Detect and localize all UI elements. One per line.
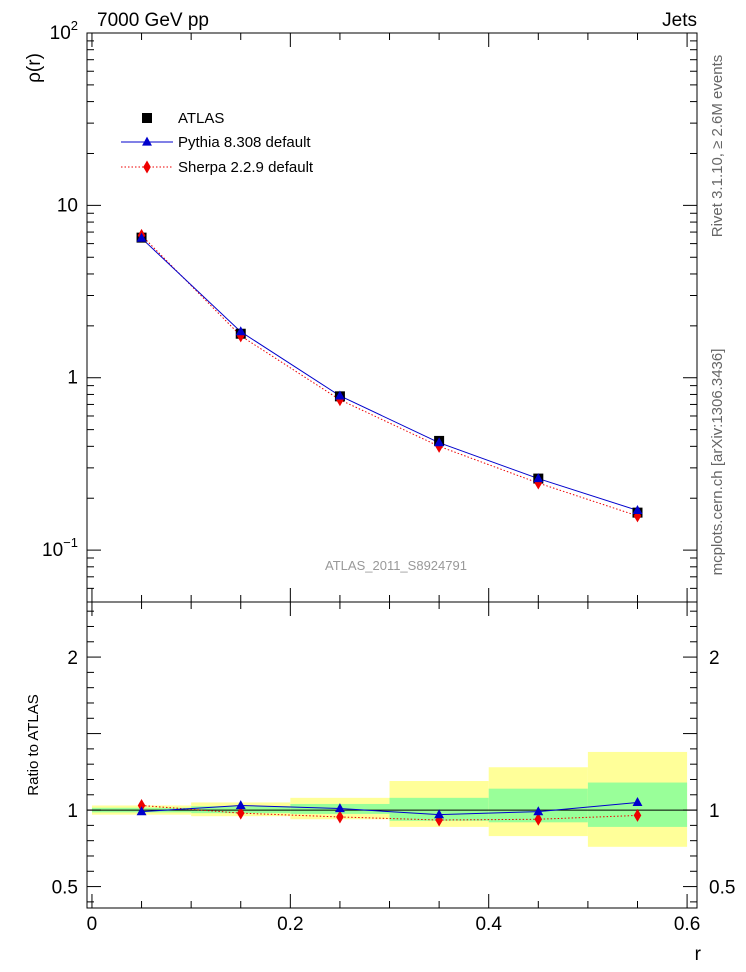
pythia-ratio-point xyxy=(632,797,643,807)
legend-label: Pythia 8.308 default xyxy=(178,134,311,151)
main-y-axis-label: ρ(r) xyxy=(24,53,45,83)
ratio-y-tick-label-left: 0.5 xyxy=(52,878,78,899)
pythia-ratio-point xyxy=(235,800,246,810)
pythia-point xyxy=(235,326,246,336)
main-panel: 10−1 1 10 102 xyxy=(42,18,698,603)
analysis-watermark: ATLAS_2011_S8924791 xyxy=(325,558,467,573)
pythia-point xyxy=(334,390,345,400)
pythia-ratio-point xyxy=(136,806,147,816)
x-axis-label: r xyxy=(695,944,702,965)
y-tick-label: 1 xyxy=(67,368,78,389)
ratio-y-tick-label-right: 1 xyxy=(709,801,720,822)
sherpa-ratio-line xyxy=(141,804,638,821)
y-tick-label: 10−1 xyxy=(42,535,78,561)
legend: ATLAS Pythia 8.308 default Sherpa 2.2.9 de… xyxy=(121,110,314,176)
x-tick-label: 0.6 xyxy=(674,914,700,935)
pythia-ratio-point xyxy=(434,809,445,819)
y-tick-label: 102 xyxy=(50,18,78,44)
legend-label: ATLAS xyxy=(178,110,224,127)
pythia-line xyxy=(141,237,638,511)
x-tick-label: 0.2 xyxy=(277,914,303,935)
plot-title-left: 7000 GeV pp xyxy=(97,10,209,31)
sherpa-ratio-point xyxy=(137,798,146,812)
plot-title-right: Jets xyxy=(662,10,697,31)
x-tick-label: 0.4 xyxy=(475,914,502,935)
legend-label: Sherpa 2.2.9 default xyxy=(178,159,314,176)
mcplots-info-text: mcplots.cern.ch [arXiv:1306.3436] xyxy=(709,349,726,576)
sherpa-point xyxy=(633,509,642,523)
pythia-point xyxy=(434,437,445,447)
y-tick-label: 10 xyxy=(57,195,78,216)
ratio-frame xyxy=(86,601,698,909)
sherpa-ratio-point xyxy=(336,810,344,824)
sherpa-ratio-point xyxy=(236,806,245,820)
pythia-point xyxy=(533,473,544,483)
pythia-ratio-line xyxy=(141,801,638,816)
sherpa-ratio-point xyxy=(633,808,642,822)
ratio-y-tick-label-right: 2 xyxy=(709,648,720,669)
sherpa-line xyxy=(141,234,638,517)
pythia-ratio-point xyxy=(334,803,345,813)
rivet-info-text: Rivet 3.1.10, ≥ 2.6M events xyxy=(709,55,726,238)
ratio-y-axis-label: Ratio to ATLAS xyxy=(25,694,42,795)
sherpa-ratio-point xyxy=(534,812,543,826)
ratio-panel: 0.5 0.5 1 1 2 2 0 0.2 0.4 0.6 xyxy=(52,601,735,935)
ratio-y-tick-label-right: 0.5 xyxy=(709,878,735,899)
pythia-ratio-point xyxy=(533,806,544,816)
ratio-y-tick-label-left: 1 xyxy=(67,801,78,822)
x-tick-label: 0 xyxy=(87,914,98,935)
legend-pythia-marker xyxy=(142,136,152,146)
pythia-point xyxy=(136,232,147,242)
legend-sherpa-marker xyxy=(143,160,151,174)
legend-atlas-marker xyxy=(142,113,152,123)
ratio-y-tick-label-left: 2 xyxy=(67,648,78,669)
pythia-point xyxy=(632,504,643,514)
